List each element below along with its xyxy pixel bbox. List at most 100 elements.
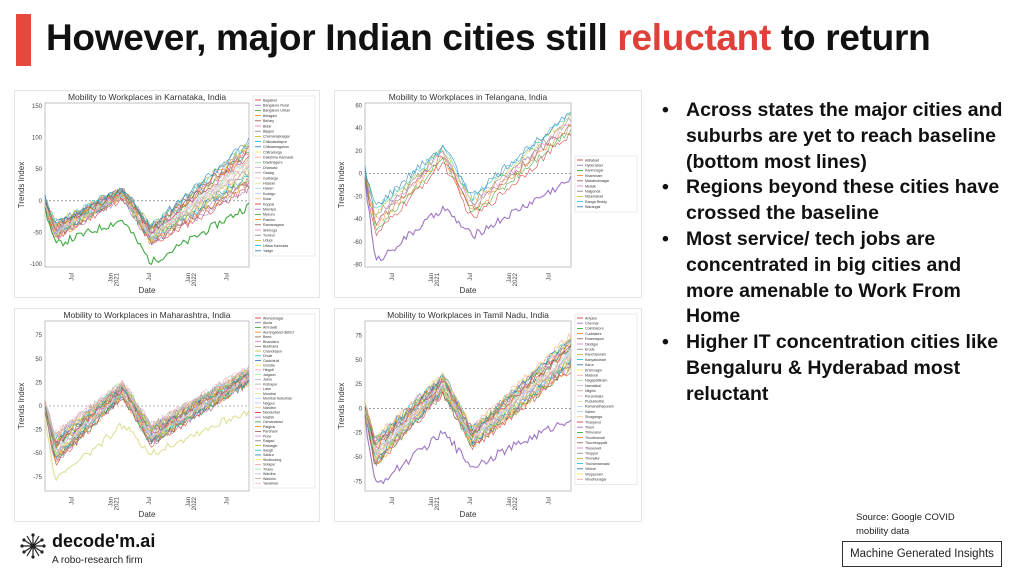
- y-tick-label: 60: [355, 103, 362, 109]
- plot-area: [364, 102, 572, 268]
- legend-entry: Karimnagar: [585, 169, 604, 173]
- chart-title: Mobility to Workplaces in Tamil Nadu, In…: [387, 310, 549, 320]
- legend-entry: Namakkal: [585, 384, 601, 388]
- x-tick-label: Jul: [546, 273, 552, 281]
- legend-entry: Davanagere: [263, 161, 283, 165]
- legend-entry: Dharmapuri: [585, 337, 604, 341]
- y-axis-label: Trends Index: [337, 162, 346, 208]
- series-line: [364, 362, 572, 461]
- series-line: [44, 145, 250, 231]
- legend-entry: Raichur: [263, 218, 276, 222]
- x-axis-label: Date: [139, 510, 156, 519]
- legend-entry: Wardha: [263, 472, 275, 476]
- legend-entry: Sindhudurg: [263, 458, 281, 462]
- series-line: [364, 332, 572, 440]
- legend-entry: Mandya: [263, 208, 276, 212]
- legend-entry: Khammam: [585, 174, 602, 178]
- title-accent-bar: [16, 14, 31, 66]
- series-line: [364, 111, 572, 209]
- insight-bullets: • Across states the major cities and subu…: [660, 98, 1010, 408]
- legend-entry: Chennai: [585, 322, 599, 326]
- series-line: [364, 366, 572, 464]
- legend-entry: Nilgiris: [585, 389, 596, 393]
- legend-entry: Shimoga: [263, 228, 277, 232]
- legend-entry: Mumbai Suburban: [263, 397, 292, 401]
- series-line: [364, 112, 572, 205]
- bullet-item: • Higher IT concentration cities like Ben…: [660, 330, 1010, 407]
- series-line: [44, 153, 250, 234]
- chart-title: Mobility to Workplaces in Telangana, Ind…: [389, 92, 548, 102]
- bullet-dot: •: [662, 227, 669, 250]
- y-tick-label: 50: [35, 167, 42, 173]
- y-tick-label: -25: [33, 428, 42, 434]
- legend-entry: Latur: [263, 387, 272, 391]
- legend-entry: Mumbai: [263, 392, 276, 396]
- legend-entry: Yadgir: [263, 249, 274, 253]
- legend-entry: Chikkamagaluru: [263, 145, 289, 149]
- legend-entry: Tiruvannamalai: [585, 462, 610, 466]
- legend-entry: Virudhunagar: [585, 478, 607, 482]
- series-line: [44, 409, 250, 482]
- y-tick-label: -75: [33, 475, 42, 481]
- legend-entry: Ratnagiri: [263, 444, 278, 448]
- legend-entry: Kanyakumari: [585, 358, 606, 362]
- y-tick-label: 0: [359, 172, 363, 178]
- series-line: [44, 145, 250, 227]
- legend-entry: Chandrapur: [263, 349, 283, 353]
- y-tick-label: 50: [355, 358, 362, 364]
- legend-entry: Nalgonda: [585, 190, 600, 194]
- legend-entry: Nandurbar: [263, 411, 281, 415]
- bullet-item: • Across states the major cities and subu…: [660, 98, 1010, 175]
- series-line: [364, 344, 572, 450]
- legend-entry: Haveri: [263, 187, 274, 191]
- legend-entry: Akola: [263, 321, 272, 325]
- x-tick-label: Jul: [147, 497, 153, 505]
- logo-tagline: A robo-research firm: [52, 555, 143, 566]
- legend-entry: Gadag: [263, 171, 274, 175]
- legend-entry: Erode: [585, 348, 595, 352]
- legend-entry: Cuddalore: [585, 332, 602, 336]
- y-axis-label: Trends Index: [337, 383, 346, 429]
- legend-entry: Hassan: [263, 182, 275, 186]
- series-line: [44, 202, 250, 266]
- legend-entry: Dakshina Kannada: [263, 156, 293, 160]
- series-line: [364, 175, 572, 262]
- bullet-dot: •: [662, 176, 669, 199]
- chart-tamil-nadu: Mobility to Workplaces in Tamil Nadu, In…: [334, 308, 642, 522]
- legend-entry: Nagpur: [263, 401, 276, 405]
- legend-entry: Bangalore Urban: [263, 109, 290, 113]
- series-line: [44, 366, 250, 436]
- legend-entry: Mahabubnagar: [585, 179, 610, 183]
- chart-title: Mobility to Workplaces in Karnataka, Ind…: [68, 92, 226, 102]
- legend-entry: Mysuru: [263, 213, 275, 217]
- x-tick-label: Jan2021: [108, 496, 120, 510]
- series-line: [364, 123, 572, 220]
- x-tick-label: Jul: [70, 273, 76, 281]
- legend-entry: Chamarajanagar: [263, 135, 291, 139]
- legend-entry: Satara: [263, 453, 274, 457]
- series-line: [364, 125, 572, 226]
- series-line: [44, 173, 250, 244]
- x-tick-label: Jan2021: [108, 272, 120, 286]
- legend-entry: Bangalore Rural: [263, 104, 289, 108]
- legend-entry: Krishnagiri: [585, 368, 602, 372]
- legend-box: [574, 313, 638, 485]
- series-line: [364, 348, 572, 450]
- series-line: [364, 129, 572, 231]
- series-line: [44, 372, 250, 447]
- legend-entry: Kodagu: [263, 192, 275, 196]
- series-line: [44, 166, 250, 242]
- y-tick-label: 0: [39, 199, 43, 205]
- legend-entry: Osmanabad: [263, 420, 283, 424]
- legend-entry: Belagavi: [263, 114, 277, 118]
- legend-entry: Sivaganga: [585, 415, 602, 419]
- legend-entry: Nizamabad: [585, 195, 603, 199]
- legend-entry: Karur: [585, 363, 595, 367]
- legend-entry: Pudukkottai: [585, 400, 604, 404]
- legend-entry: Dharwad: [263, 166, 277, 170]
- legend-entry: Ramanathapuram: [585, 405, 614, 409]
- legend-entry: Udupi: [263, 239, 273, 243]
- legend-entry: Parbhani: [263, 430, 278, 434]
- legend-entry: Kolar: [263, 197, 272, 201]
- legend-entry: Bagalkot: [263, 98, 277, 102]
